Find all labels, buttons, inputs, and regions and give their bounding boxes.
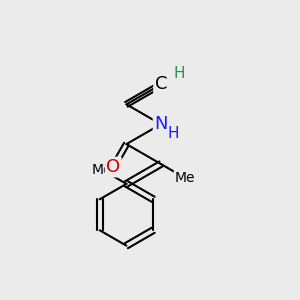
Text: H: H: [167, 126, 179, 141]
Text: H: H: [173, 66, 185, 81]
Text: Me: Me: [92, 163, 112, 177]
Text: Me: Me: [175, 171, 195, 185]
Text: N: N: [154, 115, 168, 133]
Text: O: O: [106, 158, 120, 176]
Text: C: C: [154, 76, 167, 94]
